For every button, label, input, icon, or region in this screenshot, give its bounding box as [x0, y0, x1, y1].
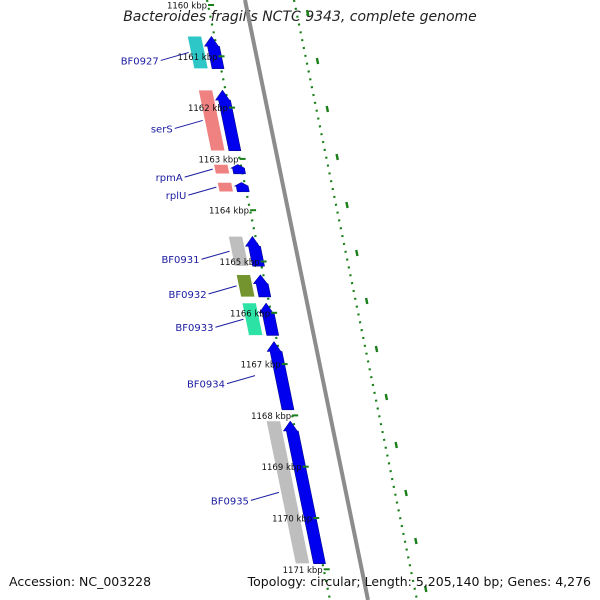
track-dash [325, 105, 330, 113]
tick-label: 1163 kbp [199, 155, 239, 165]
label-leader [184, 168, 213, 178]
feature-bar [198, 89, 226, 152]
backbone-line [243, 0, 370, 600]
track-dash [404, 489, 408, 497]
gene-label: rpmA [156, 173, 183, 184]
cds-arrow [266, 341, 295, 411]
label-leader [250, 491, 280, 501]
tick-label: 1164 kbp [209, 207, 249, 217]
label-leader [188, 186, 217, 196]
label-leader [201, 250, 230, 260]
track-dash [315, 57, 320, 65]
gene-label: BF0933 [175, 323, 213, 334]
gene-label: serS [151, 124, 173, 135]
cds-arrow [244, 235, 265, 267]
tick-label: 1171 kbp [283, 566, 323, 576]
track-dash [355, 249, 359, 257]
tick-label: 1165 kbp [220, 258, 260, 268]
tick-label: 1162 kbp [188, 104, 228, 114]
feature-track [187, 35, 310, 565]
gene-label: BF0927 [121, 56, 159, 67]
gene-label: BF0931 [161, 255, 199, 266]
feature-bar [235, 274, 256, 298]
feature-bar [265, 420, 310, 565]
gene-label: BF0932 [169, 290, 207, 301]
feature-bar [228, 235, 249, 267]
label-leader [174, 119, 203, 129]
feature-bar [241, 302, 264, 336]
tick-label: 1160 kbp [167, 2, 207, 12]
cds-arrow [214, 89, 242, 152]
cds-arrow [282, 420, 326, 564]
track-dash [335, 153, 339, 161]
gene-labels: BF0927 serS rpmA rplU BF0931 BF0932 BF0933 BF09… [121, 51, 280, 507]
cds-arrow [203, 35, 225, 69]
tick-label: 1161 kbp [177, 53, 217, 63]
dotted-tracks [205, 0, 428, 600]
tick-label: 1168 kbp [251, 412, 291, 422]
tick-label: 1166 kbp [230, 309, 270, 319]
track-dash [423, 585, 428, 593]
label-leader [215, 318, 244, 328]
feature-bar [187, 35, 209, 69]
track-dash [305, 9, 310, 17]
cds-arrow [230, 164, 246, 175]
track-dash [384, 393, 389, 401]
gene-label: BF0934 [187, 380, 225, 391]
topology-text: Topology: circular; Length: 5,205,140 bp… [247, 574, 591, 589]
cds-track [203, 35, 326, 564]
track-dash [394, 441, 398, 449]
cds-arrow [252, 274, 272, 298]
label-leader [226, 375, 256, 385]
track-dash [414, 537, 418, 545]
cds-arrow [234, 182, 250, 193]
label-leader [208, 285, 237, 295]
feature-bar [217, 182, 234, 193]
tick-label: 1167 kbp [241, 361, 281, 371]
track-dash [364, 297, 369, 305]
feature-bar [249, 341, 279, 411]
gene-label: rplU [166, 191, 187, 202]
tick-label: 1170 kbp [272, 515, 312, 525]
track-dash [345, 201, 349, 209]
tick-label: 1169 kbp [262, 463, 302, 473]
backbone [243, 0, 370, 600]
gene-label: BF0935 [211, 496, 249, 507]
map-title: Bacteroides fragilis NCTC 9343, complete… [123, 9, 477, 25]
accession-text: Accession: NC_003228 [9, 574, 152, 589]
feature-bar [213, 164, 231, 175]
label-leader [160, 51, 189, 61]
tick-marks: 1160 kbp 1161 kbp 1162 kbp 1163 kbp 1164 kbp… [167, 2, 330, 576]
track-dash [374, 345, 379, 353]
